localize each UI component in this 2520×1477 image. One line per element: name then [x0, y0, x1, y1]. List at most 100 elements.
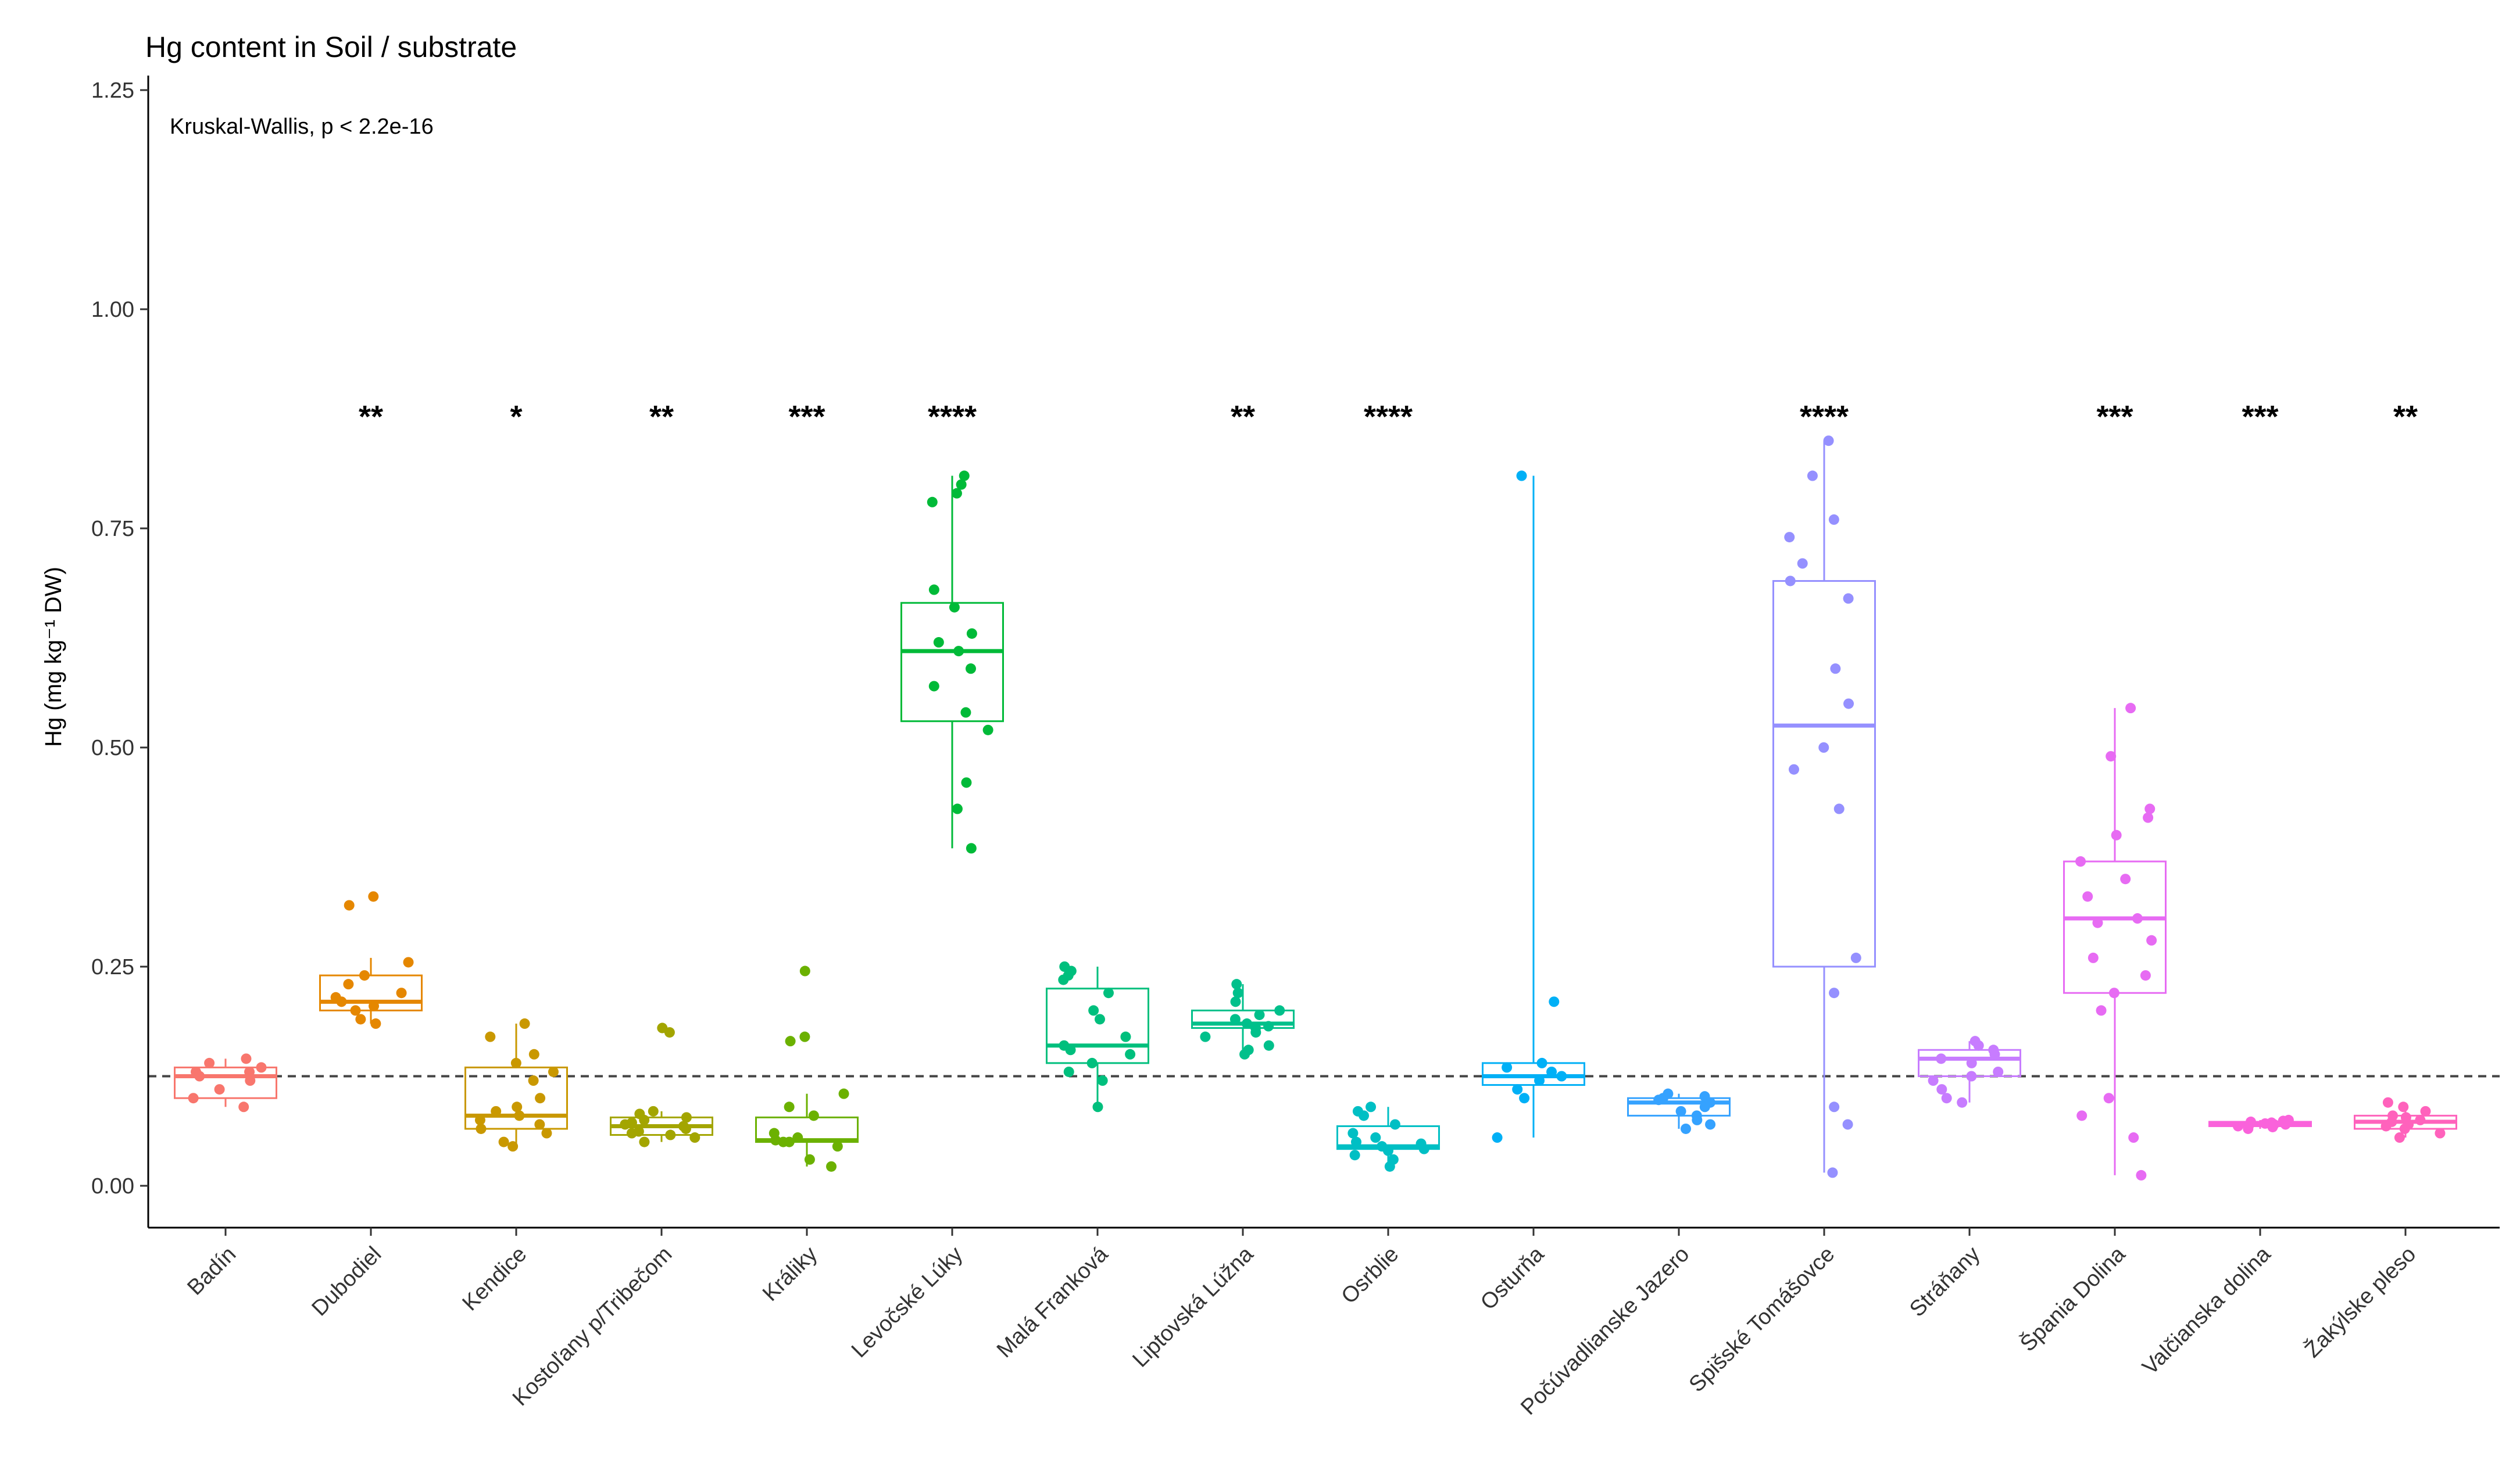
x-tick-label: Osturňa: [1476, 1242, 1549, 1315]
x-tick-label: Malá Franková: [992, 1242, 1113, 1362]
data-point: [1534, 1075, 1545, 1086]
x-tick-label: Počúvadlianske Jazero: [1516, 1242, 1694, 1420]
data-point: [1993, 1066, 2004, 1077]
box-group: ***: [2208, 399, 2312, 1134]
data-point: [1388, 1154, 1399, 1165]
data-point: [1827, 1167, 1838, 1178]
data-point: [1936, 1053, 1947, 1064]
data-point: [648, 1106, 659, 1117]
data-point: [678, 1121, 689, 1132]
data-point: [1229, 1014, 1241, 1025]
data-point: [370, 1018, 381, 1029]
y-tick-label: 0.75: [91, 517, 134, 541]
data-point: [1349, 1150, 1360, 1161]
significance-label: ****: [1800, 399, 1849, 434]
data-point: [476, 1123, 487, 1134]
data-point: [1788, 764, 1799, 775]
data-point: [2136, 1170, 2147, 1181]
data-point: [928, 681, 939, 692]
data-point: [1231, 979, 1242, 990]
chart-title: Hg content in Soil / substrate: [145, 31, 517, 63]
data-point: [689, 1132, 700, 1143]
data-point: [1516, 470, 1527, 481]
significance-label: ***: [2096, 399, 2133, 434]
data-point: [1928, 1075, 1939, 1086]
box: [319, 974, 423, 1011]
data-point: [960, 707, 971, 718]
data-point: [804, 1154, 815, 1165]
data-point: [1263, 1040, 1274, 1051]
data-point: [2075, 856, 2086, 867]
data-point: [1250, 1022, 1261, 1033]
data-point: [2394, 1132, 2405, 1143]
data-point: [2106, 751, 2117, 762]
data-point: [1843, 698, 1854, 709]
data-point: [514, 1110, 525, 1121]
data-point: [245, 1075, 256, 1086]
data-point: [2420, 1106, 2431, 1117]
data-point: [519, 1018, 530, 1029]
data-point: [1681, 1123, 1692, 1134]
data-point: [1243, 1045, 1254, 1056]
data-point: [956, 479, 967, 490]
y-tick-label: 0.25: [91, 955, 134, 979]
data-point: [498, 1136, 509, 1147]
data-point: [548, 1066, 559, 1077]
box-group: *: [464, 399, 568, 1152]
data-point: [2103, 1093, 2114, 1104]
data-point: [784, 1102, 795, 1113]
data-point: [355, 1014, 366, 1025]
x-tick-label: Valčianska dolina: [2138, 1242, 2276, 1379]
data-point: [1389, 1119, 1400, 1130]
data-point: [1969, 1036, 1981, 1047]
x-tick-label: Spišské Tomášovce: [1685, 1242, 1840, 1397]
data-point: [966, 843, 977, 854]
box-group: [1046, 961, 1149, 1113]
significance-label: ***: [788, 399, 825, 434]
data-point: [2076, 1110, 2088, 1121]
data-point: [2143, 812, 2154, 823]
data-point: [2088, 952, 2099, 963]
data-point: [965, 663, 976, 674]
data-point: [238, 1102, 249, 1113]
data-point: [785, 1036, 796, 1047]
data-point: [368, 891, 379, 902]
y-axis-label: Hg (mg kg⁻¹ DW): [41, 567, 66, 747]
significance-label: ***: [2242, 399, 2278, 434]
data-point: [244, 1066, 255, 1077]
data-point: [541, 1128, 552, 1139]
data-point: [626, 1117, 637, 1128]
data-point: [1807, 470, 1818, 481]
x-tick-label: Králiky: [758, 1242, 822, 1306]
data-point: [359, 970, 370, 981]
data-point: [1663, 1088, 1674, 1099]
data-point: [1691, 1110, 1702, 1121]
data-point: [2387, 1110, 2399, 1121]
data-point: [927, 496, 938, 507]
data-point: [204, 1057, 215, 1068]
box-group: ****: [1772, 399, 1876, 1178]
significance-label: *: [510, 399, 522, 434]
box-group: **: [2354, 399, 2457, 1143]
data-point: [966, 628, 977, 639]
data-point: [1823, 435, 1834, 446]
box: [2063, 860, 2167, 994]
data-point: [1120, 1031, 1131, 1042]
box-group: [174, 1053, 277, 1113]
x-tick-label: Špania Dolina: [2015, 1241, 2131, 1357]
data-point: [2120, 874, 2131, 885]
data-point: [1241, 1018, 1252, 1029]
data-point: [1833, 803, 1845, 814]
data-point: [2128, 1132, 2139, 1143]
data-point: [507, 1141, 519, 1152]
box-group: ****: [900, 399, 1004, 854]
data-point: [1059, 1040, 1070, 1051]
data-point: [1936, 1084, 1947, 1095]
data-point: [2382, 1097, 2393, 1108]
x-tick-label: Liptovská Lúžna: [1128, 1242, 1259, 1372]
data-point: [1556, 1071, 1567, 1082]
data-point: [1536, 1057, 1547, 1068]
data-point: [1699, 1091, 1710, 1102]
data-point: [2266, 1117, 2277, 1128]
